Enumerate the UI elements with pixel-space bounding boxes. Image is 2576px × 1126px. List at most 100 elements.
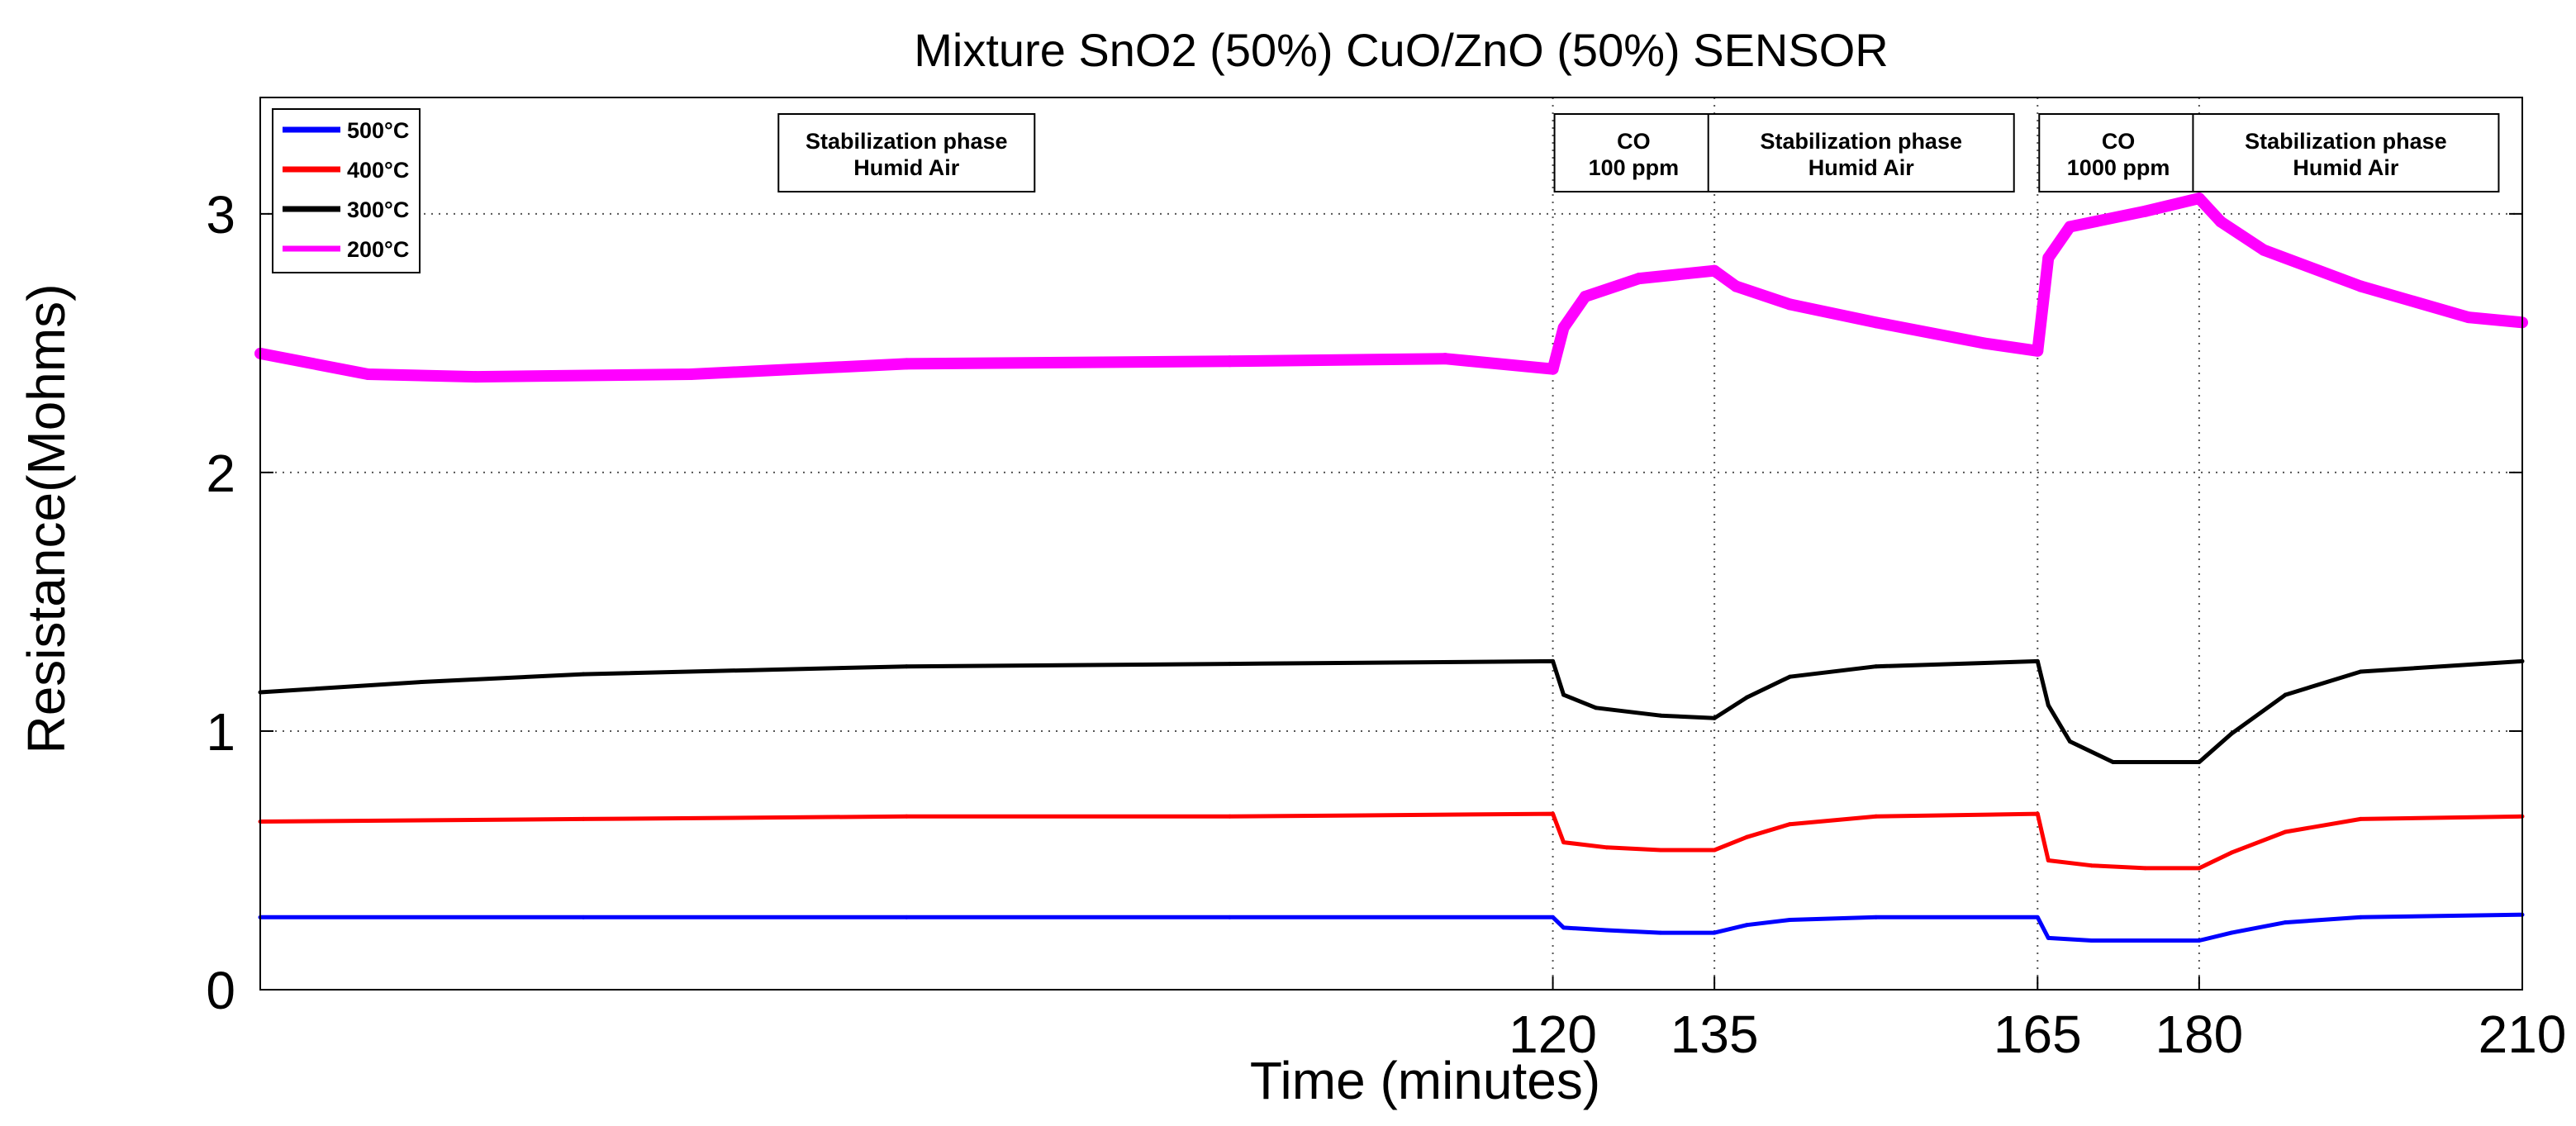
phase-label-text: CO [1617, 129, 1651, 154]
data-point [2035, 811, 2040, 816]
data-point [1551, 811, 1556, 816]
series-300°C [258, 658, 2525, 765]
data-point [1604, 845, 1609, 850]
series-200°C [254, 192, 2528, 383]
data-point [2064, 221, 2076, 233]
data-point [1658, 848, 1663, 853]
x-tick-label: 135 [1671, 1005, 1759, 1064]
data-point [2214, 216, 2227, 228]
phase-label-box [777, 113, 1036, 192]
legend-item: 300°C [283, 197, 409, 222]
y-tick-label: 2 [206, 444, 235, 503]
data-point [2193, 192, 2205, 205]
data-point [1712, 715, 1717, 720]
data-point [1551, 915, 1556, 919]
data-point [581, 816, 586, 821]
data-point [420, 679, 425, 684]
data-point [2089, 863, 2094, 868]
data-point [2143, 866, 2148, 871]
data-point [2139, 205, 2151, 217]
data-point [1633, 273, 1645, 285]
phase-label-box [2038, 113, 2198, 192]
data-point [2143, 938, 2148, 943]
series-line [260, 912, 2523, 943]
data-point [1870, 316, 1882, 329]
phase-label-text: CO [2102, 129, 2136, 154]
chart-title: Mixture SnO2 (50%) CuO/ZnO (50%) SENSOR [914, 24, 1888, 76]
data-point [2042, 252, 2055, 264]
data-point [1579, 291, 1591, 303]
data-point [1224, 355, 1236, 368]
legend-item: 200°C [283, 237, 409, 262]
grid [260, 97, 2522, 990]
data-point [2067, 739, 2072, 744]
phase-label-text: Humid Air [2293, 155, 2398, 180]
legend-label: 400°C [347, 158, 409, 183]
series-line [259, 658, 2523, 764]
series-line [259, 811, 2523, 871]
x-tick-label: 180 [2155, 1005, 2243, 1064]
phase-label-box [2192, 113, 2500, 192]
data-point [1787, 674, 1792, 679]
y-tick-label: 0 [206, 961, 235, 1020]
data-point [2229, 850, 2234, 855]
data-point [2283, 920, 2288, 925]
legend-box [272, 108, 421, 273]
y-tick-label: 3 [206, 185, 235, 245]
data-point [2197, 760, 2202, 765]
data-point [362, 368, 374, 380]
x-tick-label: 210 [2479, 1005, 2567, 1064]
phase-label-text: Stabilization phase [2245, 129, 2447, 154]
data-point [2283, 829, 2288, 834]
phase-label-box [1553, 113, 1714, 192]
series-layer [254, 192, 2528, 943]
data-point [1744, 695, 1749, 700]
data-point [469, 371, 482, 383]
data-point [581, 672, 586, 677]
data-point [1712, 848, 1717, 853]
data-point [2032, 344, 2044, 357]
data-point [1604, 928, 1609, 933]
data-point [1787, 822, 1792, 827]
data-point [2229, 930, 2234, 935]
y-tick-label: 1 [206, 702, 235, 762]
legend: 500°C 400°C 300°C 200°C [272, 108, 421, 273]
legend-item: 500°C [283, 118, 409, 143]
data-point [1978, 337, 1990, 349]
y-axis-label: Resistance(Mohms) [17, 283, 76, 753]
data-point [1874, 814, 1879, 819]
series-line [259, 192, 2523, 383]
data-point [2046, 858, 2051, 862]
legend-label: 500°C [347, 118, 409, 143]
series-400°C [258, 811, 2525, 871]
data-point [1744, 834, 1749, 839]
data-point [901, 358, 913, 370]
data-point [1658, 930, 1663, 935]
y-axis: 0 1 2 3 [206, 185, 2522, 1020]
phase-label-text: 1000 ppm [2067, 155, 2170, 180]
phase-label-text: Stabilization phase [806, 129, 1008, 154]
data-point [1551, 658, 1556, 663]
data-point [2089, 938, 2094, 943]
phase-label-box [1707, 113, 2015, 192]
data-point [1227, 814, 1232, 819]
data-point [1658, 713, 1663, 718]
data-point [1787, 917, 1792, 922]
data-point [904, 664, 909, 669]
data-point [1712, 930, 1717, 935]
data-point [2111, 760, 2116, 765]
x-axis: 120 135 165 180 210 [1509, 976, 2566, 1064]
series-500°C [258, 912, 2525, 943]
data-point [904, 915, 909, 919]
data-point [1547, 363, 1559, 375]
data-point [2046, 703, 2051, 708]
data-point [1744, 923, 1749, 928]
data-point [1561, 840, 1566, 845]
data-point [1874, 915, 1879, 919]
data-point [2035, 658, 2040, 663]
data-point [1439, 353, 1452, 365]
